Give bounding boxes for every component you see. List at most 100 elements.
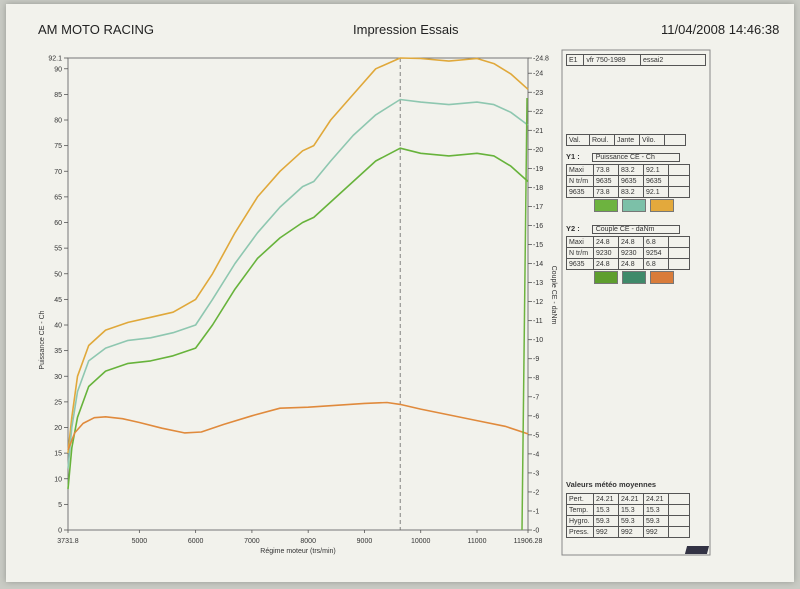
row-label: N tr/m [566,175,594,187]
y-right-tick-label: -20 [533,147,543,154]
y-right-tick-label: -15 [533,242,543,249]
row-label: Press. [566,526,594,538]
y-right-tick-label: -3 [533,470,539,477]
side-panel-frame [561,49,711,556]
meteo-table: Pert. 24.21 24.21 24.21 Temp. 15.3 15.3 15.3 Hyg… [566,493,690,538]
test-id: E1 [565,54,585,66]
y-axis-right-label: Couple CE - daNm [550,266,557,325]
y1-label: Y1 : [566,152,580,161]
row-value: 24.21 [618,493,644,505]
test-name: vfr 750-1989 [583,54,641,66]
row-label: Maxi [566,164,594,176]
row-label: Maxi [566,236,594,248]
plot-frame [67,57,529,531]
row-value: 24.21 [643,493,669,505]
x-tick-label: 3731.8 [57,538,79,545]
x-tick-label: 9000 [357,538,373,545]
y-left-tick-label: 90 [54,66,62,73]
report-title: Impression Essais [353,22,459,37]
head-jante: Jante [614,134,640,146]
test-run: essai2 [640,54,706,66]
y-left-tick-label: 60 [54,220,62,227]
row-label: N tr/m [566,247,594,259]
row-value: 83.2 [618,186,644,198]
y-right-tick-label: -1 [533,508,539,515]
row-label: Hygro. [566,515,594,527]
x-tick-label: 11000 [468,538,487,545]
y1-swatches [566,199,690,214]
meteo-title: Valeurs météo moyennes [566,480,657,489]
row-value: 24.8 [593,258,619,270]
row-value: 9230 [618,247,644,259]
y-left-tick-label: 75 [54,143,62,150]
x-axis-label: Régime moteur (trs/min) [260,548,335,555]
row-value: 9230 [593,247,619,259]
y-right-tick-label: -7 [533,394,539,401]
torque-rise-line [521,97,528,531]
y-right-tick-label: -17 [533,204,543,211]
y-left-tick-label: 80 [54,118,62,125]
y-left-tick-label: 55 [54,246,62,253]
row-value: 59.3 [643,515,669,527]
head-vilo: Vilo. [639,134,665,146]
report-datetime: 11/04/2008 14:46:38 [661,22,780,37]
y2-table: Maxi 24.8 24.8 6.8 N tr/m 9230 9230 9254 9635 24.… [566,236,690,270]
test-info: E1 vfr 750-1989 essai2 [565,54,706,66]
y-left-tick-label: 10 [54,476,62,483]
y-right-tick-label: -14 [533,261,543,268]
row-value: 15.3 [593,504,619,516]
row-value: 6.8 [643,258,669,270]
color-swatch [650,271,674,284]
series-line-4 [67,401,529,451]
x-tick-label: 7000 [244,538,260,545]
y-left-tick-label: 30 [54,374,62,381]
y1-title: Puissance CE - Ch [591,153,680,162]
y2-swatches [566,271,690,286]
series-line-3 [67,147,529,490]
color-swatch [622,199,646,212]
y-right-tick-label: -0 [533,528,539,535]
meteo-block: Valeurs météo moyennes Pert. 24.21 24.21 24… [566,480,690,538]
y1-block: Y1 : Puissance CE - Ch Maxi 73.8 83.2 92.1 N… [566,152,690,214]
y-left-tick-label: 50 [54,271,62,278]
y1-table: Maxi 73.8 83.2 92.1 N tr/m 9635 9635 9635 9635 73… [566,164,690,198]
axes: 3731.8 5000 6000 7000 8000 9000 10000 11000 1190… [48,56,549,546]
y-right-tick-label: -10 [533,337,543,344]
row-value: 83.2 [618,164,644,176]
color-swatch [622,271,646,284]
y-right-tick-label: -23 [533,90,543,97]
y-left-tick-label: 85 [54,92,62,99]
row-value: 992 [643,526,669,538]
y-right-tick-label: -21 [533,128,543,135]
y-left-tick-label: 20 [54,425,62,432]
row-value: 92.1 [643,164,669,176]
y-left-tick-label: 35 [54,348,62,355]
column-head: Val. Roul. Jante Vilo. [566,134,686,146]
row-value: 15.3 [643,504,669,516]
row-value: 92.1 [643,186,669,198]
color-swatch [594,199,618,212]
y-right-tick-label: -24 [533,71,543,78]
manufacturer-logo [684,546,710,554]
series-line-1 [67,57,529,454]
y-right-tick-label: -16 [533,223,543,230]
row-value: 9254 [643,247,669,259]
y-right-tick-label: -19 [533,166,543,173]
row-label: Temp. [566,504,594,516]
head-roul: Roul. [589,134,615,146]
y2-label: Y2 : [566,224,580,233]
row-value: 9635 [618,175,644,187]
y-left-tick-label: 5 [58,502,62,509]
row-value: 992 [618,526,644,538]
y-right-tick-label: -4 [533,451,539,458]
y-right-tick-label: -5 [533,432,539,439]
x-tick-label: 5000 [132,538,148,545]
x-tick-label: 6000 [188,538,204,545]
y-left-tick-label: 25 [54,399,62,406]
color-swatch [650,199,674,212]
row-value: 24.21 [593,493,619,505]
color-swatch [594,271,618,284]
row-label: 9635 [566,258,594,270]
row-value: 59.3 [618,515,644,527]
row-value: 15.3 [618,504,644,516]
